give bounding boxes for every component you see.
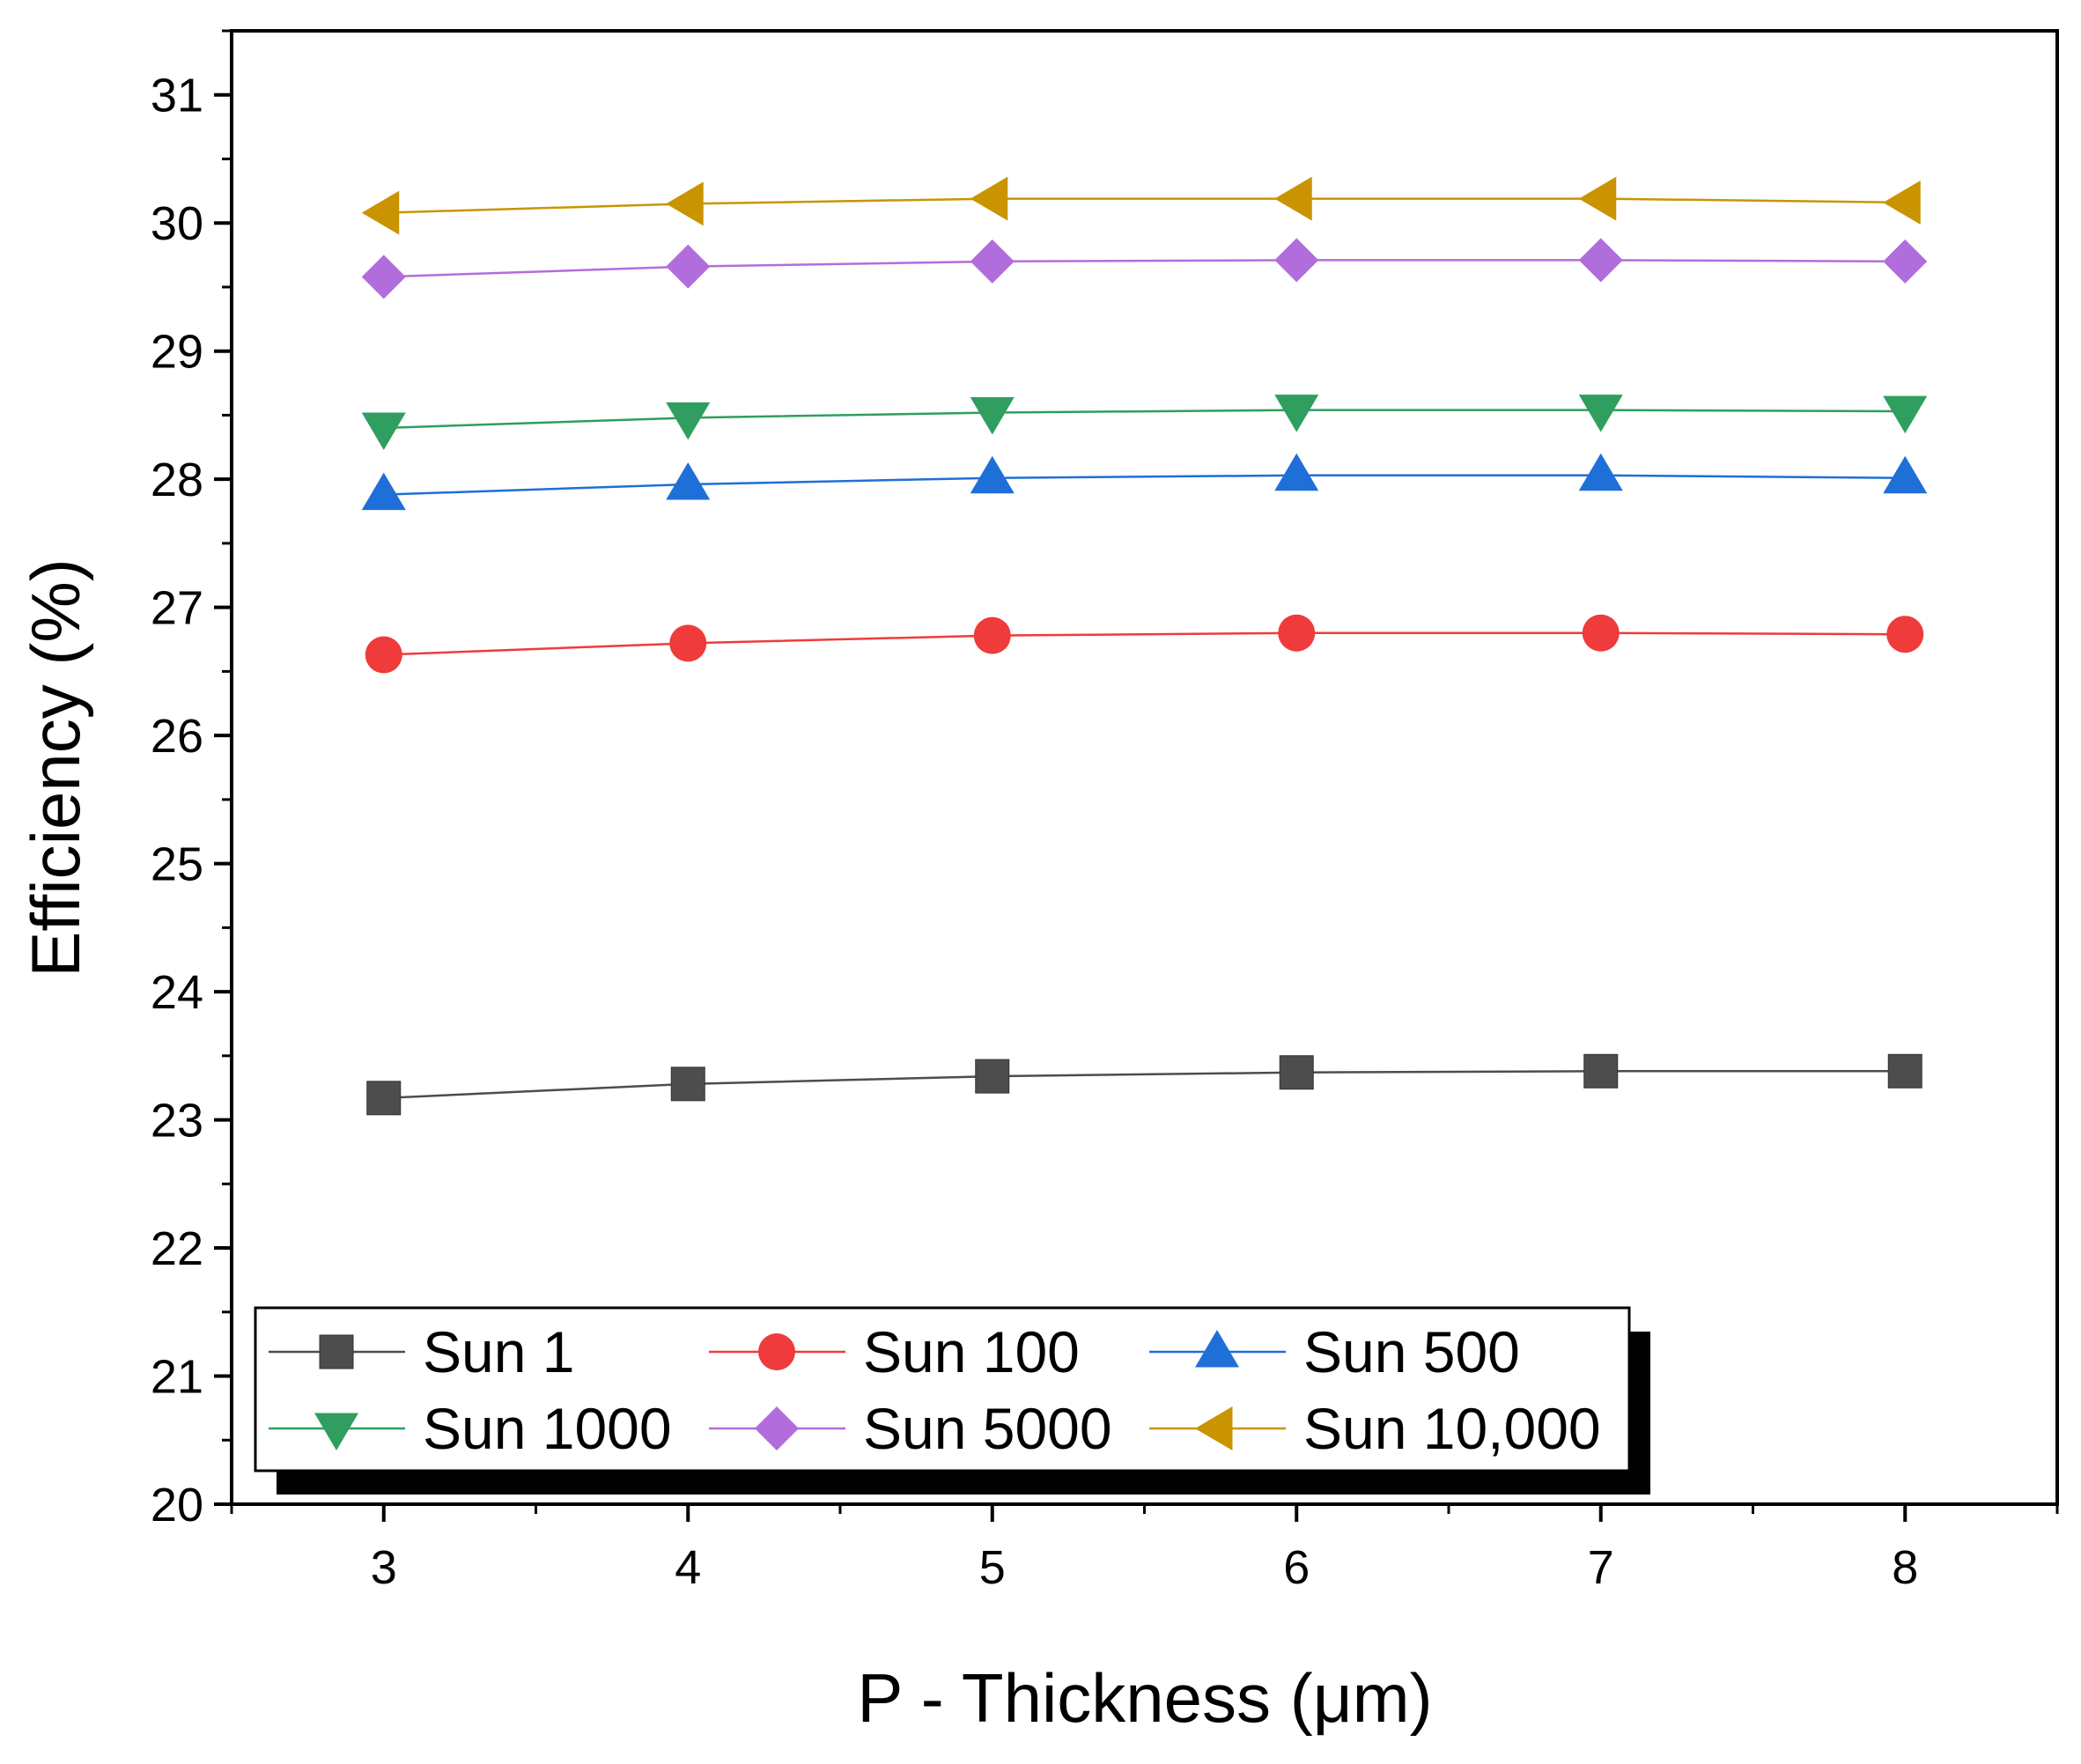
x-tick-label: 7 xyxy=(1588,1541,1614,1594)
data-point xyxy=(361,190,400,235)
y-axis-title: Efficiency (%) xyxy=(17,558,94,977)
legend-label: Sun 100 xyxy=(863,1319,1080,1384)
data-point xyxy=(669,624,707,662)
y-tick-label: 24 xyxy=(151,966,203,1019)
y-tick-label: 30 xyxy=(151,197,203,250)
legend-marker xyxy=(314,1413,358,1450)
data-point xyxy=(666,244,711,289)
y-tick-label: 22 xyxy=(151,1222,203,1275)
data-point xyxy=(1582,614,1620,652)
legend: Sun 1 Sun 100 Sun 500 Sun 1000 Sun 5000 Sun 1… xyxy=(254,1306,1650,1495)
x-tick-label: 5 xyxy=(979,1541,1006,1594)
data-point xyxy=(365,636,402,674)
data-point xyxy=(1274,176,1312,221)
legend-item: Sun 10,000 xyxy=(1149,1396,1601,1461)
data-point xyxy=(361,412,406,450)
data-point xyxy=(1274,395,1319,432)
data-point xyxy=(1887,1053,1922,1089)
series-line xyxy=(383,1070,1906,1100)
data-point xyxy=(666,461,711,500)
data-point xyxy=(970,455,1015,494)
series-1 xyxy=(365,614,1924,674)
data-point xyxy=(1279,1055,1314,1090)
data-point xyxy=(361,255,406,299)
data-point xyxy=(970,239,1015,284)
legend-item: Sun 500 xyxy=(1149,1319,1520,1384)
series-line xyxy=(383,259,1906,278)
legend-marker xyxy=(755,1406,799,1450)
y-tick-label: 20 xyxy=(151,1479,203,1532)
y-tick-label: 21 xyxy=(151,1351,203,1404)
x-tick-label: 8 xyxy=(1892,1541,1918,1594)
y-tick-label: 28 xyxy=(151,454,203,506)
series-line xyxy=(383,474,1906,496)
data-point xyxy=(361,472,406,511)
data-point xyxy=(970,176,1008,221)
data-point xyxy=(666,181,704,226)
series-3 xyxy=(361,395,1928,450)
y-tick-label: 25 xyxy=(151,838,203,891)
data-point xyxy=(1883,455,1928,494)
data-point xyxy=(975,1059,1010,1094)
data-point xyxy=(1578,453,1623,491)
plot-area-frame xyxy=(230,29,2059,1506)
series-5 xyxy=(361,176,1921,235)
data-point xyxy=(1578,238,1623,283)
series-layer xyxy=(361,176,1928,1116)
legend-label: Sun 1 xyxy=(423,1319,574,1384)
legend-label: Sun 5000 xyxy=(863,1396,1112,1461)
legend-label: Sun 500 xyxy=(1303,1319,1520,1384)
legend-item: Sun 1000 xyxy=(269,1396,672,1461)
data-point xyxy=(970,397,1015,435)
data-point xyxy=(1883,395,1928,434)
legend-item: Sun 100 xyxy=(709,1319,1080,1384)
legend-marker xyxy=(319,1334,354,1369)
data-point xyxy=(1274,453,1319,491)
legend-item: Sun 5000 xyxy=(709,1396,1112,1461)
data-point xyxy=(1583,1053,1619,1089)
legend-label: Sun 1000 xyxy=(423,1396,672,1461)
data-point xyxy=(666,402,711,440)
x-tick-label: 6 xyxy=(1283,1541,1310,1594)
series-4 xyxy=(361,238,1928,299)
data-point xyxy=(1274,238,1319,283)
data-point xyxy=(1883,239,1928,284)
data-point xyxy=(670,1067,705,1102)
y-tick-label: 31 xyxy=(151,70,203,122)
y-tick-label: 27 xyxy=(151,582,203,635)
y-tick-label: 26 xyxy=(151,710,203,763)
series-0 xyxy=(366,1053,1922,1116)
legend-marker xyxy=(1195,1330,1239,1368)
y-tick-label: 29 xyxy=(151,326,203,379)
data-point xyxy=(1886,616,1924,653)
data-point xyxy=(1883,180,1921,225)
legend-marker xyxy=(758,1333,795,1370)
data-point xyxy=(1578,176,1617,221)
series-line xyxy=(383,409,1906,430)
series-line xyxy=(383,197,1906,214)
series-2 xyxy=(361,453,1928,511)
data-point xyxy=(1578,395,1623,432)
legend-marker xyxy=(1195,1406,1233,1450)
x-axis-ticks: 3 4 5 6 7 8 xyxy=(230,1504,2059,1594)
legend-label: Sun 10,000 xyxy=(1303,1396,1601,1461)
legend-box xyxy=(254,1306,1631,1472)
data-point xyxy=(1278,614,1316,652)
series-line xyxy=(383,631,1906,656)
y-tick-label: 23 xyxy=(151,1095,203,1148)
data-point xyxy=(366,1081,402,1116)
x-axis-title: P - Thickness (μm) xyxy=(857,1659,1432,1737)
x-tick-label: 4 xyxy=(675,1541,701,1594)
data-point xyxy=(973,616,1011,654)
x-tick-label: 3 xyxy=(371,1541,397,1594)
legend-item: Sun 1 xyxy=(269,1319,574,1384)
y-axis-ticks: 20 21 22 23 24 25 26 27 28 29 30 31 xyxy=(151,29,232,1532)
